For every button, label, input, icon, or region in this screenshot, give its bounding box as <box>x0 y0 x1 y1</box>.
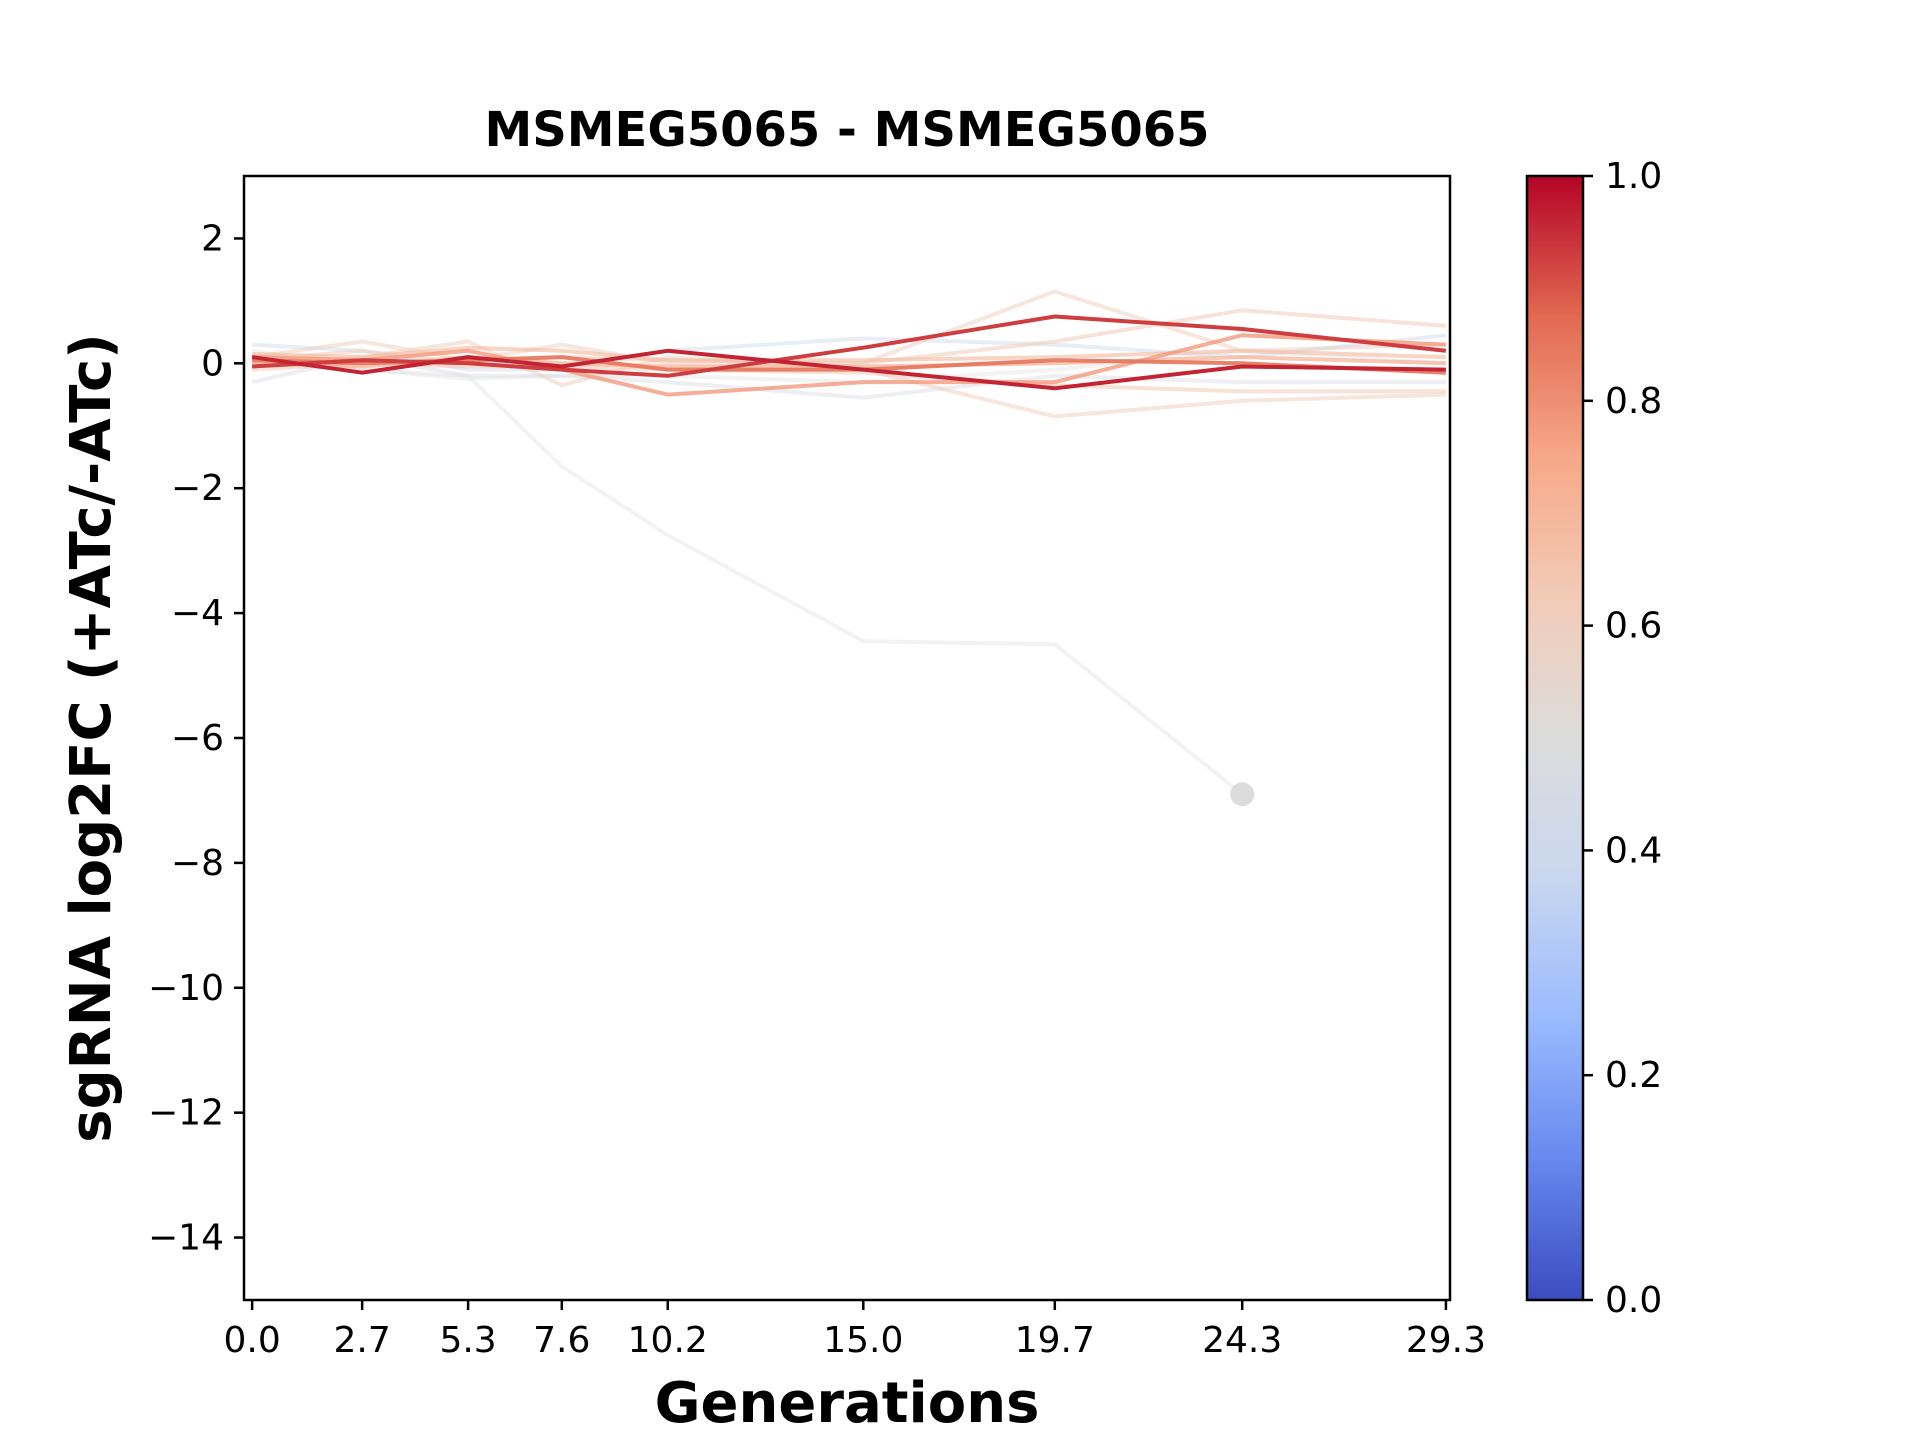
y-tick-label: −6 <box>171 718 224 759</box>
x-tick-label: 10.2 <box>628 1320 708 1361</box>
colorbar-tick-label: 1.0 <box>1605 156 1662 197</box>
x-tick-label: 0.0 <box>224 1320 281 1361</box>
colorbar-tick-label: 0.0 <box>1605 1280 1662 1321</box>
y-tick-label: −8 <box>171 843 224 884</box>
x-tick-label: 15.0 <box>823 1320 903 1361</box>
x-tick-label: 5.3 <box>439 1320 496 1361</box>
plot-frame <box>242 174 1452 1302</box>
series-line <box>251 339 1446 419</box>
y-tick-label: −12 <box>148 1093 224 1134</box>
series-line <box>252 345 1446 363</box>
series-line <box>251 361 1244 796</box>
colorbar-ticks: 0.0 0.2 0.4 0.6 0.8 1.0 <box>1583 156 1662 1321</box>
y-tick-label: −2 <box>171 468 224 509</box>
series-line <box>251 289 1446 366</box>
colorbar-tick-label: 0.2 <box>1605 1055 1662 1096</box>
series-line <box>251 348 1446 391</box>
colorbar-tick-label: 0.4 <box>1605 830 1662 871</box>
x-tick-label: 2.7 <box>334 1320 391 1361</box>
y-tick-label: −10 <box>148 968 224 1009</box>
plot-area <box>251 289 1447 807</box>
y-tick-label: −14 <box>148 1218 224 1259</box>
y-axis-label: sgRNA log2FC (+ATc/-ATc) <box>59 333 124 1143</box>
colorbar-tick-label: 0.6 <box>1605 606 1662 647</box>
x-tick-label: 29.3 <box>1406 1320 1486 1361</box>
y-axis: 2 0 −2 −4 −6 −8 −10 −12 −14 <box>148 218 244 1259</box>
y-tick-label: −4 <box>171 593 224 634</box>
chart-title: MSMEG5065 - MSMEG5065 <box>484 102 1209 158</box>
y-tick-label: 2 <box>201 218 224 259</box>
colorbar-tick-label: 0.8 <box>1605 381 1662 422</box>
series-end-marker <box>1230 782 1255 807</box>
x-tick-label: 7.6 <box>533 1320 590 1361</box>
series-line <box>251 314 1447 378</box>
x-axis: 0.0 2.7 5.3 7.6 10.2 15.0 19.7 24.3 29.3 <box>224 1300 1486 1361</box>
colorbar: 0.0 0.2 0.4 0.6 0.8 1.0 <box>1525 156 1662 1321</box>
y-tick-label: 0 <box>201 343 224 384</box>
x-tick-label: 19.7 <box>1015 1320 1095 1361</box>
x-tick-label: 24.3 <box>1202 1320 1282 1361</box>
x-axis-label: Generations <box>655 1371 1040 1436</box>
colorbar-gradient <box>1525 174 1585 1302</box>
series-line <box>252 333 1446 397</box>
